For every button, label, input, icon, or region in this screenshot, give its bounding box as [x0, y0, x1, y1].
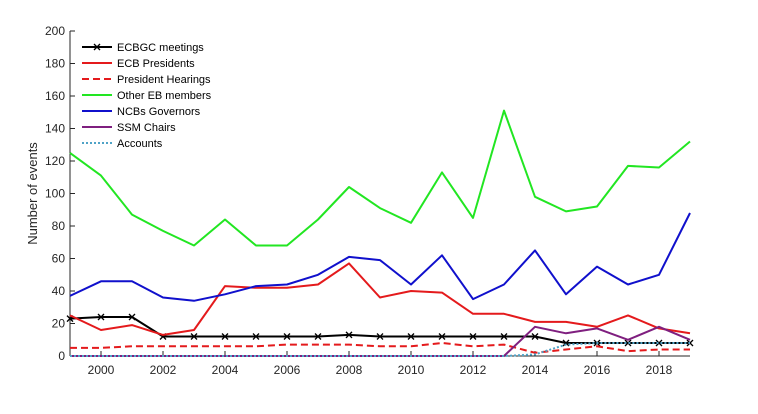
y-tick-label: 120 — [45, 154, 65, 168]
plot-area — [70, 31, 690, 356]
data-point-ecbgc-meetings — [624, 339, 632, 347]
data-point-ecbgc-meetings — [531, 333, 539, 340]
series-line-other-eb-members — [69, 109, 691, 247]
data-point-ecbgc-meetings — [407, 333, 415, 340]
marker-stroke — [128, 313, 136, 321]
data-point-ecbgc-meetings — [500, 333, 508, 340]
y-tick-label: 20 — [52, 317, 66, 331]
x-tick-label: 2010 — [398, 363, 425, 377]
legend-item-ssm-chairs: SSM Chairs — [82, 122, 176, 134]
y-axis-label: Number of events — [25, 142, 40, 245]
marker-stroke — [345, 331, 353, 339]
legend-label: Accounts — [117, 138, 163, 150]
y-tick-label: 160 — [45, 89, 65, 103]
data-point-ecbgc-meetings — [376, 333, 384, 340]
marker-stroke — [655, 339, 663, 347]
x-tick-label: 2018 — [646, 363, 673, 377]
y-tick-label: 40 — [52, 284, 66, 298]
marker-stroke — [469, 333, 477, 340]
series-layer — [66, 109, 694, 357]
data-point-ecbgc-meetings — [97, 313, 105, 321]
legend-item-other-eb-members: Other EB members — [82, 90, 212, 102]
legend-label: SSM Chairs — [117, 122, 176, 134]
x-tick-label: 2016 — [584, 363, 611, 377]
y-tick-label: 100 — [45, 187, 65, 201]
x-tick-label: 2004 — [212, 363, 239, 377]
data-point-ecbgc-meetings — [252, 333, 260, 340]
marker-stroke — [190, 333, 198, 340]
marker-stroke — [97, 313, 105, 321]
axes: 0 20 40 60 80 100 120 140 160 180 200 2000 2002 2004 2… — [45, 24, 690, 377]
marker-stroke — [252, 333, 260, 340]
legend-label: Other EB members — [117, 90, 212, 102]
legend: ECBGC meetings ECB Presidents President He… — [82, 42, 212, 150]
marker-stroke — [407, 333, 415, 340]
x-tick-label: 2012 — [460, 363, 487, 377]
marker-stroke — [283, 333, 291, 340]
data-point-ecbgc-meetings — [128, 313, 136, 321]
y-tick-label: 80 — [52, 219, 66, 233]
data-point-ecbgc-meetings — [314, 333, 322, 340]
x-tick-label: 2000 — [88, 363, 115, 377]
marker-stroke — [500, 333, 508, 340]
marker-stroke — [438, 333, 446, 340]
series-line-ncbs-governors — [69, 212, 691, 302]
data-point-ecbgc-meetings — [562, 339, 570, 347]
legend-item-ecb-presidents: ECB Presidents — [82, 58, 195, 70]
x-tick-label: 2014 — [522, 363, 549, 377]
legend-item-president-hearings: President Hearings — [82, 74, 211, 86]
data-point-ecbgc-meetings — [655, 339, 663, 347]
series-line-ecb-presidents — [69, 262, 691, 336]
y-tick-label: 140 — [45, 122, 65, 136]
data-point-ecbgc-meetings — [221, 333, 229, 340]
legend-label: President Hearings — [117, 74, 211, 86]
data-point-ecbgc-meetings — [469, 333, 477, 340]
marker-stroke — [314, 333, 322, 340]
legend-item-ncbs-governors: NCBs Governors — [82, 106, 201, 118]
data-point-ecbgc-meetings — [345, 331, 353, 339]
marker-stroke — [562, 339, 570, 347]
y-tick-label: 200 — [45, 24, 65, 38]
series-line-accounts — [70, 342, 690, 357]
legend-label: ECB Presidents — [117, 58, 195, 70]
y-tick-label: 180 — [45, 57, 65, 71]
marker-stroke — [376, 333, 384, 340]
legend-label: NCBs Governors — [117, 106, 201, 118]
legend-label: ECBGC meetings — [117, 42, 204, 54]
x-tick-label: 2006 — [274, 363, 301, 377]
x-tick-label: 2002 — [150, 363, 177, 377]
legend-item-accounts: Accounts — [82, 138, 163, 150]
data-point-ecbgc-meetings — [190, 333, 198, 340]
data-point-ecbgc-meetings — [283, 333, 291, 340]
series-line-president-hearings — [70, 342, 690, 354]
data-point-ecbgc-meetings — [438, 333, 446, 340]
legend-item-ecbgc-meetings: ECBGC meetings — [82, 42, 204, 54]
marker-stroke — [624, 339, 632, 347]
y-tick-label: 60 — [52, 252, 66, 266]
marker-stroke — [531, 333, 539, 340]
y-tick-label: 0 — [58, 349, 65, 363]
x-tick-label: 2008 — [336, 363, 363, 377]
legend-marker — [93, 43, 101, 51]
marker-stroke — [221, 333, 229, 340]
